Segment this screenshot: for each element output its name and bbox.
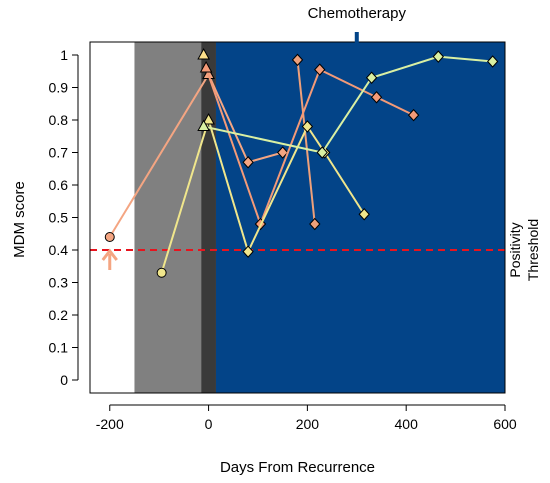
series-layer <box>104 47 499 278</box>
y-tick-label: 1 <box>60 47 68 63</box>
data-point <box>358 208 370 221</box>
data-series <box>199 60 420 231</box>
series-line <box>296 59 316 225</box>
recurrence-arrow-icon <box>101 248 118 270</box>
data-point <box>370 91 383 104</box>
x-axis-title: Days From Recurrence <box>220 459 375 476</box>
data-point <box>104 232 115 242</box>
axes: 0 0.1 0.2 0.3 0.4 0.5 0.6 0.7 0.8 0.9 1 -200 0 200 400… <box>49 47 517 432</box>
data-point <box>309 217 321 231</box>
data-point <box>314 63 326 76</box>
plot-frame <box>89 41 506 394</box>
data-point <box>197 47 210 60</box>
data-point <box>432 50 444 63</box>
chemotherapy-marker <box>354 32 359 44</box>
y-tick-label: 0.5 <box>49 210 69 226</box>
x-tick-label: 400 <box>395 416 419 432</box>
data-point <box>242 156 254 169</box>
threshold-label-line1: Positivity <box>507 222 523 277</box>
data-point <box>202 112 215 125</box>
y-tick-label: 0.6 <box>49 177 69 193</box>
data-point <box>197 119 210 131</box>
y-tick-label: 0.1 <box>49 340 69 356</box>
y-axis-title: MDM score <box>11 181 28 258</box>
data-point <box>277 146 289 159</box>
x-tick-label: 600 <box>493 416 517 432</box>
data-point <box>407 108 420 122</box>
data-point <box>301 120 314 133</box>
series-line <box>160 116 366 274</box>
y-tick-label: 0.7 <box>49 145 69 161</box>
data-point <box>291 53 304 67</box>
arrow-head <box>101 248 118 261</box>
background-region <box>134 42 202 393</box>
chemotherapy-label: Chemotherapy <box>308 5 407 22</box>
threshold-label-line2: Threshold <box>525 219 541 281</box>
data-point <box>199 60 213 73</box>
background-region <box>90 42 135 393</box>
y-tick-label: 0.2 <box>49 307 69 323</box>
data-series <box>197 50 499 159</box>
data-series <box>291 53 321 231</box>
series-line <box>108 72 283 238</box>
data-point <box>316 146 328 159</box>
y-tick-label: 0 <box>60 372 68 388</box>
y-tick-label: 0.8 <box>49 112 69 128</box>
background-regions <box>90 42 505 393</box>
data-point <box>486 55 499 68</box>
data-point <box>156 267 167 278</box>
annotations: Chemotherapy Positivity Threshold <box>101 5 541 281</box>
data-series <box>104 67 289 242</box>
x-tick-label: 200 <box>296 416 320 432</box>
y-tick-label: 0.9 <box>49 80 69 96</box>
data-point <box>365 71 378 84</box>
y-tick-label: 0.4 <box>49 242 69 258</box>
x-tick-label: -200 <box>96 416 124 432</box>
x-tick-label: 0 <box>205 416 213 432</box>
data-series <box>197 47 210 60</box>
y-tick-label: 0.3 <box>49 275 69 291</box>
data-point <box>242 245 254 258</box>
background-region <box>201 42 216 393</box>
